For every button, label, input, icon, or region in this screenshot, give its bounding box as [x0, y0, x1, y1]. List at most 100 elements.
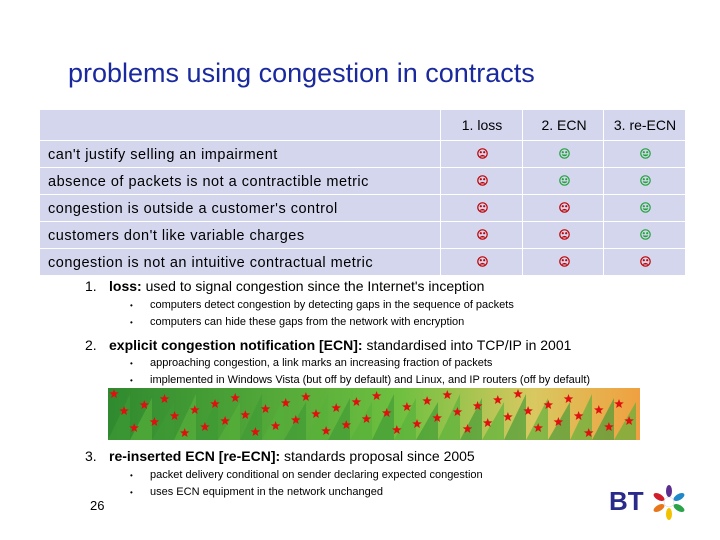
table-cell: [522, 195, 605, 221]
bullet-text: computers can hide these gaps from the n…: [150, 316, 465, 328]
star-mark: [190, 405, 200, 414]
star-mark: [482, 418, 493, 427]
slide-number: 26: [90, 498, 105, 513]
table-row: customers don't like variable charges: [40, 222, 685, 249]
star-mark: [583, 428, 594, 437]
star-mark: [503, 412, 513, 421]
table-cell: [603, 222, 686, 248]
item-loss: 1. loss: used to signal congestion since …: [85, 278, 484, 294]
bullet-dot: •: [130, 488, 133, 497]
packet-wedge: [240, 394, 262, 440]
table-cell: [440, 195, 523, 221]
star-mark: [250, 427, 261, 436]
star-mark: [563, 394, 574, 403]
star-mark: [240, 410, 251, 419]
bullet-item: • implemented in Windows Vista (but off b…: [130, 374, 590, 386]
item-number: 1.: [85, 278, 97, 294]
table-cell: [440, 168, 523, 194]
star-mark: [402, 402, 412, 411]
column-header-re-ecn: 3. re-ECN: [603, 110, 686, 140]
star-mark: [432, 413, 442, 422]
table-cell: [440, 249, 523, 275]
table-row: congestion is outside a customer's contr…: [40, 195, 685, 222]
row-label: customers don't like variable charges: [48, 228, 305, 244]
smiley-face-icon: [639, 175, 651, 186]
row-label: congestion is not an intuitive contractu…: [48, 255, 374, 271]
star-mark: [614, 399, 624, 408]
star-mark: [452, 407, 463, 416]
bt-piper-icon: [653, 485, 685, 520]
table-cell: [522, 222, 605, 248]
star-mark: [169, 411, 180, 420]
table-row: congestion is not an intuitive contractu…: [40, 249, 685, 276]
table-cell: [522, 168, 605, 194]
smiley-face-icon: [639, 148, 651, 159]
smiley-face-icon: [639, 202, 651, 213]
star-mark: [361, 414, 372, 423]
star-mark: [129, 423, 139, 432]
table-cell: [603, 195, 686, 221]
packet-wedge: [570, 394, 592, 440]
star-mark: [543, 400, 554, 409]
packet-wedge: [152, 402, 174, 440]
star-mark: [533, 423, 543, 432]
star-mark: [412, 419, 422, 428]
table-cell: [603, 141, 686, 167]
bullet-text: packet delivery conditional on sender de…: [150, 469, 483, 481]
packet-wedge: [328, 398, 350, 440]
star-mark: [604, 422, 614, 431]
star-mark: [321, 426, 331, 435]
star-mark: [220, 416, 230, 425]
bullet-dot: •: [130, 471, 133, 480]
bullet-item: • approaching congestion, a link marks an…: [130, 357, 492, 369]
packet-wedge: [262, 398, 284, 440]
bullet-item: • computers can hide these gaps from the …: [130, 316, 464, 328]
packet-wedge: [592, 398, 614, 440]
packet-wedge: [218, 402, 240, 440]
packet-wedge: [108, 394, 130, 440]
bullet-text: approaching congestion, a link marks an …: [150, 357, 493, 369]
star-mark: [270, 421, 281, 430]
packet-wedge: [504, 394, 526, 440]
packet-wedge: [306, 394, 328, 440]
star-mark: [139, 400, 150, 409]
item-text: used to signal congestion since the Inte…: [141, 278, 485, 294]
gradient-background: [108, 388, 640, 440]
bullet-dot: •: [130, 301, 133, 310]
star-mark: [260, 404, 271, 413]
table-header-row: 1. loss 2. ECN 3. re-ECN: [40, 110, 685, 141]
star-mark: [594, 405, 604, 414]
row-label: congestion is outside a customer's contr…: [48, 201, 338, 217]
item-ecn: 2. explicit congestion notification [ECN]…: [85, 337, 571, 353]
row-label: can't justify selling an impairment: [48, 147, 278, 163]
bullet-item: • packet delivery conditional on sender d…: [130, 469, 483, 481]
column-header-ecn: 2. ECN: [522, 110, 605, 140]
mark-stars: [109, 389, 634, 437]
item-re-ecn: 3. re-inserted ECN [re-ECN]: standards pr…: [85, 448, 475, 464]
sad-face-icon: [476, 229, 488, 240]
bullet-text: computers detect congestion by detecting…: [150, 299, 514, 311]
bullet-item: • uses ECN equipment in the network uncha…: [130, 486, 383, 498]
packet-wedge: [482, 402, 504, 440]
smiley-face-icon: [639, 229, 651, 240]
bullet-dot: •: [130, 359, 133, 368]
packet-wedge: [350, 402, 372, 440]
bullet-dot: •: [130, 376, 133, 385]
star-mark: [341, 420, 352, 429]
item-text: standards proposal since 2005: [280, 448, 475, 464]
table-cell: [522, 249, 605, 275]
sad-face-icon: [476, 256, 488, 267]
table-row: can't justify selling an impairment: [40, 141, 685, 168]
star-mark: [311, 409, 321, 418]
row-label: absence of packets is not a contractible…: [48, 174, 369, 190]
table-cell: [603, 168, 686, 194]
item-heading: explicit congestion notification [ECN]:: [109, 337, 363, 353]
star-mark: [301, 392, 311, 401]
star-mark: [109, 389, 119, 398]
star-mark: [351, 397, 362, 406]
item-heading: re-inserted ECN [re-ECN]:: [109, 448, 281, 464]
slide-title: problems using congestion in contracts: [68, 58, 535, 88]
star-mark: [280, 398, 291, 407]
star-mark: [291, 415, 301, 424]
star-mark: [159, 394, 170, 403]
